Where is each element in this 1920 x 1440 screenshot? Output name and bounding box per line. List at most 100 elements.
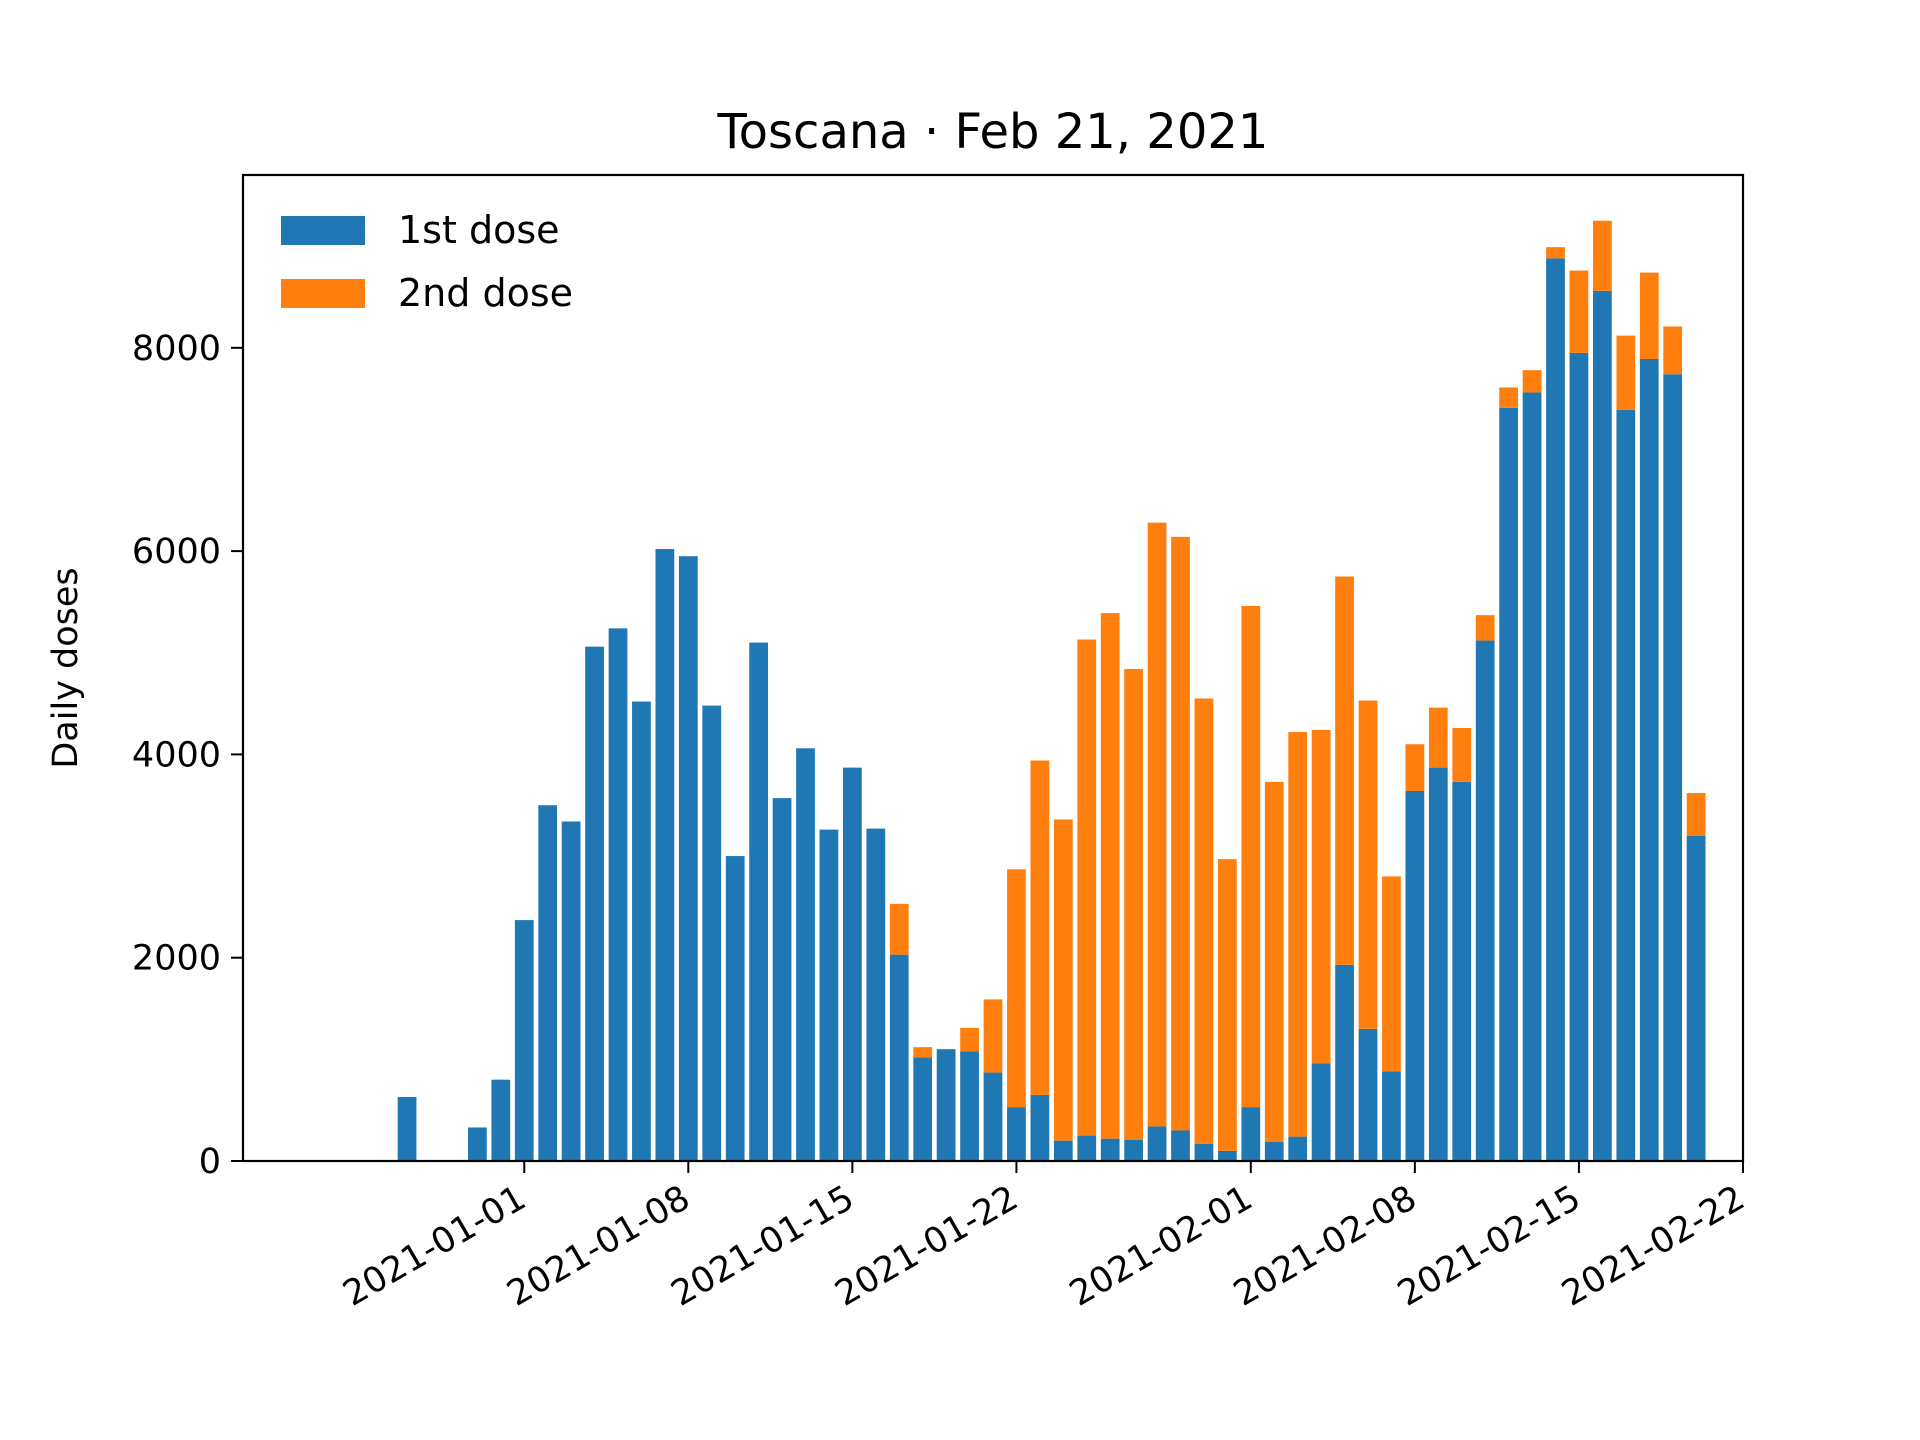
bar-dose1-2021-02-11 (1475, 640, 1495, 1161)
y-tick-label: 6000 (132, 532, 221, 572)
bar-dose1-2021-01-24 (1053, 1140, 1073, 1161)
bar-dose1-2021-01-06 (632, 701, 651, 1161)
bar-dose1-2021-02-15 (1569, 352, 1589, 1161)
bar-dose1-2021-02-06 (1358, 1028, 1378, 1161)
bar-dose1-2021-02-07 (1382, 1071, 1401, 1161)
bar-dose1-2021-01-28 (1147, 1126, 1167, 1161)
legend-label-dose1: 1st dose (398, 208, 560, 252)
bar-dose1-2021-01-31 (1218, 1150, 1237, 1161)
bar-dose1-2021-01-21 (983, 1072, 1003, 1161)
bar-dose1-2021-01-04 (585, 646, 604, 1161)
bar-dose1-2021-01-05 (608, 628, 628, 1161)
bar-dose2-2021-02-16 (1593, 220, 1612, 291)
bar-dose1-2021-02-09 (1428, 767, 1448, 1161)
bar-dose2-2021-02-03 (1288, 732, 1308, 1137)
bar-dose1-2021-01-08 (678, 556, 698, 1161)
bar-dose1-2021-01-12 (772, 798, 792, 1161)
bar-dose1-2021-02-05 (1335, 964, 1354, 1161)
y-tick-label: 0 (199, 1142, 221, 1182)
bar-dose2-2021-02-20 (1686, 793, 1706, 836)
bar-dose1-2021-02-01 (1241, 1107, 1261, 1161)
bar-dose1-2021-01-19 (936, 1049, 956, 1161)
bar-dose2-2021-02-13 (1522, 370, 1542, 393)
bar-dose1-2021-01-14 (819, 829, 839, 1161)
bar-dose2-2021-02-08 (1405, 744, 1425, 791)
bar-dose1-2021-01-26 (1100, 1138, 1120, 1161)
bar-dose2-2021-02-19 (1663, 326, 1683, 375)
bar-dose1-2021-01-23 (1030, 1094, 1050, 1161)
bar-dose1-2021-01-02 (538, 805, 558, 1161)
bar-dose1-2021-02-16 (1593, 290, 1612, 1161)
bar-dose2-2021-01-18 (913, 1047, 933, 1058)
bar-dose1-2021-02-20 (1686, 835, 1706, 1161)
bar-dose1-2021-01-29 (1171, 1130, 1190, 1161)
y-axis: 0 2000 4000 6000 8000 (132, 329, 243, 1182)
bar-dose1-2021-02-08 (1405, 791, 1425, 1161)
bar-dose1-2021-01-13 (796, 748, 815, 1161)
bar-dose1-2021-01-09 (702, 705, 722, 1161)
bar-dose2-2021-02-12 (1499, 387, 1518, 408)
bar-dose2-2021-01-30 (1194, 698, 1214, 1144)
bar-dose2-2021-01-29 (1171, 536, 1190, 1131)
bar-dose2-2021-02-17 (1616, 335, 1636, 410)
bar-dose2-2021-01-27 (1124, 669, 1143, 1140)
bar-dose1-2021-01-11 (749, 642, 768, 1161)
bars-layer (397, 220, 1706, 1162)
bar-dose1-2021-01-03 (561, 821, 581, 1161)
bar-dose1-2021-02-02 (1264, 1141, 1284, 1161)
bar-dose1-2020-12-31 (491, 1079, 511, 1161)
legend-label-dose2: 2nd dose (398, 271, 573, 315)
bar-dose1-2021-02-19 (1663, 374, 1683, 1162)
y-tick-label: 8000 (132, 329, 221, 369)
bar-dose1-2021-01-22 (1007, 1107, 1026, 1161)
bar-dose2-2021-02-11 (1475, 615, 1495, 641)
bar-dose1-2020-12-27 (397, 1096, 417, 1161)
bar-dose2-2021-01-24 (1053, 819, 1073, 1141)
bar-dose2-2021-02-14 (1546, 247, 1565, 259)
bar-dose1-2020-12-30 (468, 1127, 487, 1161)
legend: 1st dose 2nd dose (281, 208, 573, 315)
bar-dose2-2021-02-18 (1639, 272, 1659, 359)
bar-dose2-2021-01-21 (983, 999, 1003, 1073)
legend-swatch-dose2 (281, 279, 365, 308)
bar-dose2-2021-02-06 (1358, 700, 1378, 1029)
bar-dose1-2021-02-18 (1639, 358, 1659, 1161)
y-tick-label: 4000 (132, 735, 221, 775)
plot-frame (241, 173, 1745, 1163)
bar-dose2-2021-02-05 (1335, 576, 1354, 965)
y-axis-title: Daily doses (46, 567, 86, 768)
bar-dose2-2021-01-28 (1147, 522, 1167, 1127)
bar-dose2-2021-01-23 (1030, 760, 1050, 1095)
chart-title: Toscana · Feb 21, 2021 (717, 104, 1269, 160)
bar-dose1-2021-01-15 (843, 767, 862, 1161)
bar-dose1-2021-02-13 (1522, 392, 1542, 1161)
bar-dose1-2021-01-30 (1194, 1143, 1214, 1161)
bar-dose2-2021-02-01 (1241, 605, 1261, 1108)
bar-dose1-2021-02-14 (1546, 258, 1565, 1162)
bar-dose2-2021-02-04 (1311, 730, 1331, 1064)
bar-dose1-2021-02-12 (1499, 407, 1518, 1161)
legend-swatch-dose1 (281, 216, 365, 245)
bar-dose1-2021-01-18 (913, 1057, 933, 1161)
bar-dose1-2021-02-04 (1311, 1063, 1331, 1161)
bar-dose2-2021-01-22 (1007, 869, 1026, 1108)
bar-dose2-2021-01-31 (1218, 859, 1237, 1151)
bar-dose1-2021-01-07 (655, 549, 675, 1161)
bar-dose1-2021-01-27 (1124, 1139, 1143, 1161)
bar-dose1-2021-02-10 (1452, 781, 1472, 1161)
bar-dose2-2021-02-07 (1382, 876, 1401, 1072)
bar-dose1-2021-01-16 (866, 828, 886, 1161)
bar-dose1-2021-01-17 (889, 954, 909, 1161)
bar-dose2-2021-01-17 (889, 903, 909, 955)
bar-dose2-2021-01-20 (960, 1027, 979, 1052)
bar-dose1-2021-01-25 (1077, 1135, 1097, 1161)
y-tick-label: 2000 (132, 939, 221, 979)
bar-dose2-2021-02-10 (1452, 727, 1472, 782)
bar-dose1-2021-02-03 (1288, 1136, 1308, 1161)
bar-dose1-2021-01-20 (960, 1051, 979, 1161)
bar-dose2-2021-02-15 (1569, 270, 1589, 353)
bar-dose2-2021-01-25 (1077, 639, 1097, 1136)
bar-dose2-2021-02-02 (1264, 781, 1284, 1142)
bar-dose1-2021-02-17 (1616, 409, 1636, 1161)
